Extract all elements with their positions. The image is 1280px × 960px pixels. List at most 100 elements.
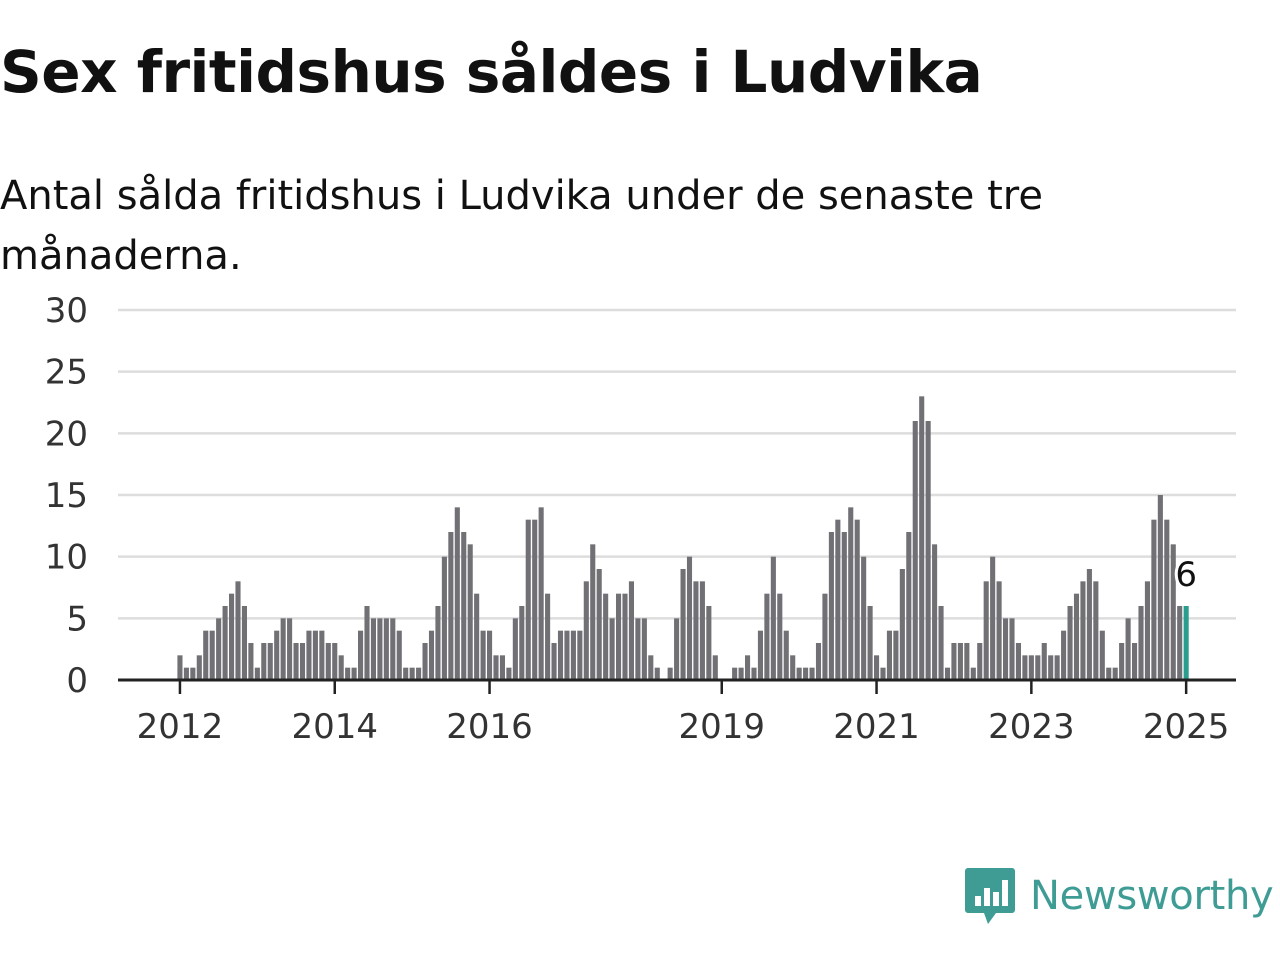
- bar: [893, 631, 898, 680]
- bar: [693, 581, 698, 680]
- bar: [184, 668, 189, 680]
- bar: [571, 631, 576, 680]
- bar: [584, 581, 589, 680]
- bar: [777, 594, 782, 680]
- y-tick-label: 5: [66, 599, 88, 639]
- bar: [1068, 606, 1073, 680]
- bar: [281, 618, 286, 680]
- y-axis-ticks: 051015202530: [45, 291, 88, 701]
- bar: [442, 557, 447, 680]
- bar: [300, 643, 305, 680]
- bar: [371, 618, 376, 680]
- bar: [997, 581, 1002, 680]
- bar: [1151, 520, 1156, 680]
- bar: [552, 643, 557, 680]
- bars: [177, 396, 1188, 680]
- bar: [332, 643, 337, 680]
- data-labels: 6: [1175, 555, 1197, 595]
- y-tick-label: 0: [66, 661, 88, 701]
- bar: [326, 643, 331, 680]
- brand-logo: Newsworthy: [964, 866, 1273, 926]
- bar: [1145, 581, 1150, 680]
- bar: [1126, 618, 1131, 680]
- bar: [674, 618, 679, 680]
- bar: [352, 668, 357, 680]
- bar: [668, 668, 673, 680]
- bar: [287, 618, 292, 680]
- bar: [345, 668, 350, 680]
- bar: [1029, 655, 1034, 680]
- bar: [313, 631, 318, 680]
- bar: [1003, 618, 1008, 680]
- bar: [1074, 594, 1079, 680]
- bar: [481, 631, 486, 680]
- bar: [223, 606, 228, 680]
- bar: [306, 631, 311, 680]
- bar: [790, 655, 795, 680]
- bar: [1061, 631, 1066, 680]
- bar: [964, 643, 969, 680]
- bar: [339, 655, 344, 680]
- bar: [810, 668, 815, 680]
- x-tick-label: 2023: [988, 707, 1075, 747]
- bar: [210, 631, 215, 680]
- bar: [539, 507, 544, 680]
- bar: [958, 643, 963, 680]
- bar: [1022, 655, 1027, 680]
- bar-latest: [1184, 606, 1189, 680]
- bar: [751, 668, 756, 680]
- bar: [448, 532, 453, 680]
- bar: [977, 643, 982, 680]
- bar: [242, 606, 247, 680]
- bar: [1048, 655, 1053, 680]
- bar: [364, 606, 369, 680]
- bar: [558, 631, 563, 680]
- bar: [874, 655, 879, 680]
- newsworthy-logo-icon: [964, 866, 1016, 926]
- y-tick-label: 30: [45, 291, 88, 331]
- bar: [229, 594, 234, 680]
- bar: [900, 569, 905, 680]
- bar: [1164, 520, 1169, 680]
- bar: [248, 643, 253, 680]
- bar: [758, 631, 763, 680]
- bar: [784, 631, 789, 680]
- bar: [713, 655, 718, 680]
- bar: [681, 569, 686, 680]
- x-tick-label: 2019: [678, 707, 765, 747]
- bar: [377, 618, 382, 680]
- y-tick-label: 25: [45, 353, 88, 393]
- bar: [1042, 643, 1047, 680]
- bar: [216, 618, 221, 680]
- bar: [642, 618, 647, 680]
- bar: [848, 507, 853, 680]
- bar: [513, 618, 518, 680]
- bar: [545, 594, 550, 680]
- bar: [294, 643, 299, 680]
- bar: [423, 643, 428, 680]
- bar: [468, 544, 473, 680]
- bar: [1093, 581, 1098, 680]
- y-tick-label: 15: [45, 476, 88, 516]
- bar: [487, 631, 492, 680]
- bar: [1106, 668, 1111, 680]
- bar: [880, 668, 885, 680]
- bar: [829, 532, 834, 680]
- bar: [416, 668, 421, 680]
- bar: [887, 631, 892, 680]
- bar: [203, 631, 208, 680]
- x-tick-label: 2021: [833, 707, 920, 747]
- bar: [403, 668, 408, 680]
- bar: [906, 532, 911, 680]
- bar: [990, 557, 995, 680]
- bar: [1177, 606, 1182, 680]
- bar: [597, 569, 602, 680]
- x-axis-ticks: 2012 2014 2016 2019 2021 2023 2025: [137, 680, 1230, 747]
- brand-name: Newsworthy: [1030, 873, 1273, 919]
- bar: [610, 618, 615, 680]
- bar: [913, 421, 918, 680]
- bar: [700, 581, 705, 680]
- y-tick-label: 10: [45, 538, 88, 578]
- bar: [629, 581, 634, 680]
- bar: [519, 606, 524, 680]
